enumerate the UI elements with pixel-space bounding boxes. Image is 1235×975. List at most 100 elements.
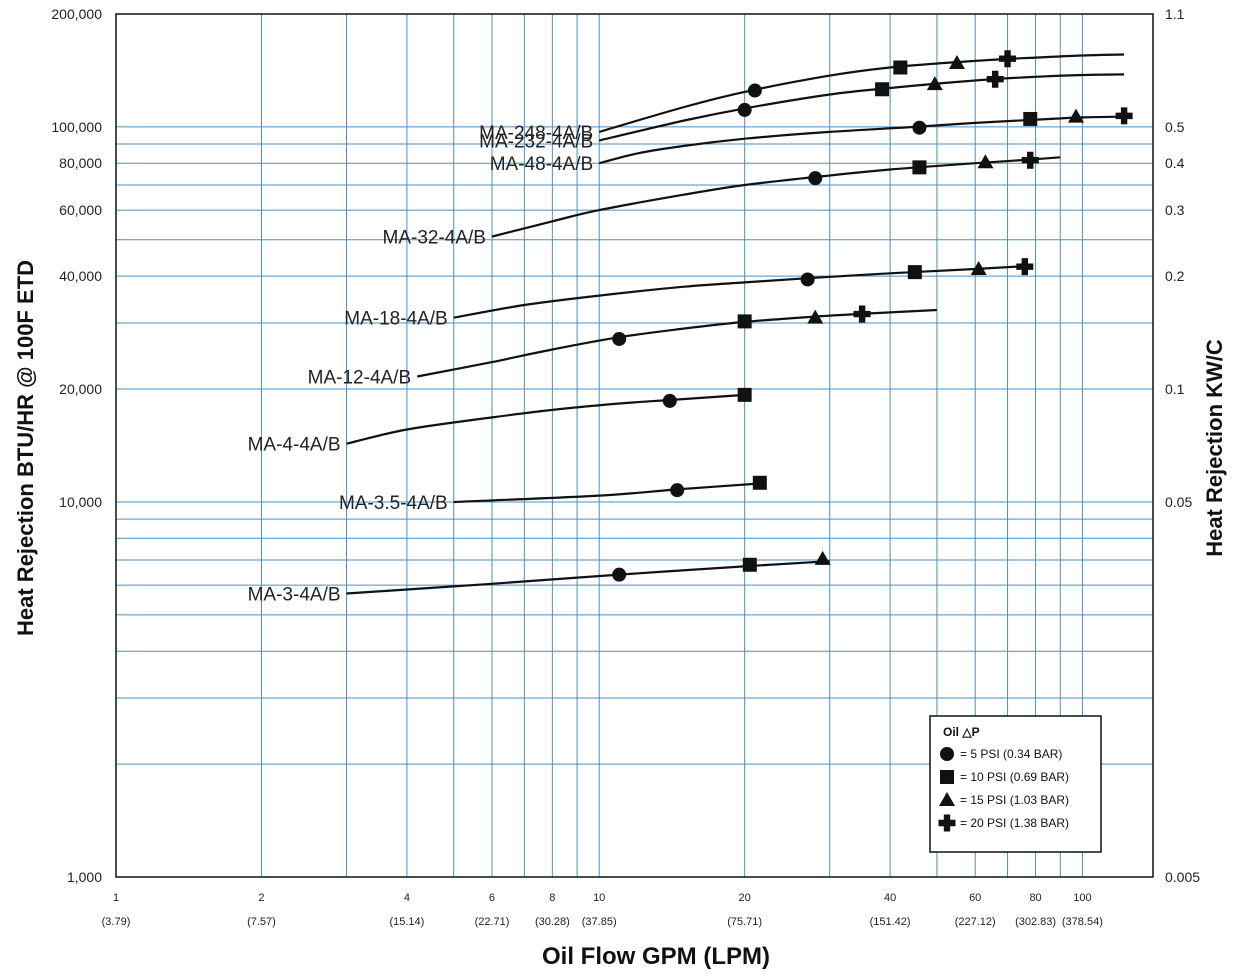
series-curve <box>453 482 760 504</box>
series-curve <box>598 73 1125 142</box>
marker-triangle <box>1067 108 1084 123</box>
x-tick-label: 20 <box>739 892 751 904</box>
marker-plus <box>1115 107 1133 125</box>
marker-circle <box>808 171 823 186</box>
marker-square <box>752 475 767 490</box>
y-tick-label: 200,000 <box>51 6 102 22</box>
marker-circle <box>662 393 677 408</box>
x-tick-label: 2 <box>258 892 264 904</box>
marker-circle <box>912 120 927 135</box>
y-tick-label: 1,000 <box>67 869 102 885</box>
marker-circle <box>800 272 815 287</box>
x-tick-sublabel: (75.71) <box>727 916 762 928</box>
x-axis-title: Oil Flow GPM (LPM) <box>542 943 770 970</box>
marker-plus <box>999 50 1017 68</box>
legend-item-label: = 10 PSI (0.69 BAR) <box>960 770 1069 784</box>
x-tick-sublabel: (3.79) <box>102 916 131 928</box>
marker-triangle <box>939 792 955 806</box>
x-tick-sublabel: (378.54) <box>1062 916 1103 928</box>
marker-plus <box>853 305 871 323</box>
marker-square <box>737 314 752 329</box>
series-label: MA-232-4A/B <box>479 131 593 152</box>
marker-plus <box>938 814 956 832</box>
y2-tick-label: 0.3 <box>1165 202 1185 218</box>
x-tick-sublabel: (151.42) <box>870 916 911 928</box>
markers <box>612 50 1133 582</box>
series-label: MA-48-4A/B <box>490 154 593 175</box>
legend-item-label: = 5 PSI (0.34 BAR) <box>960 747 1062 761</box>
series-curve <box>346 560 830 595</box>
y2-tick-label: 0.2 <box>1165 268 1185 284</box>
y2-tick-label: 0.1 <box>1165 381 1185 397</box>
series-label: MA-3.5-4A/B <box>339 493 448 514</box>
y-tick-label: 80,000 <box>59 155 102 171</box>
marker-triangle <box>977 154 994 169</box>
series-curve <box>598 115 1125 165</box>
y-axis-title: Heat Rejection BTU/HR @ 100F ETD <box>13 260 38 636</box>
x-tick-sublabel: (22.71) <box>475 916 510 928</box>
series-label: MA-4-4A/B <box>248 435 341 456</box>
marker-square <box>1023 111 1038 126</box>
x-tick-sublabel: (37.85) <box>582 916 617 928</box>
y2-tick-label: 0.005 <box>1165 869 1200 885</box>
marker-square <box>907 265 922 280</box>
marker-square <box>875 82 890 97</box>
tick-labels: 1 (3.79) 2 (7.57) 4 (15.14) 6 (22.71) 8 (30.28) 10… <box>51 6 1200 928</box>
x-tick-label: 100 <box>1073 892 1091 904</box>
x-tick-sublabel: (30.28) <box>535 916 570 928</box>
x-tick-sublabel: (227.12) <box>955 916 996 928</box>
y-tick-label: 10,000 <box>59 494 102 510</box>
y2-tick-label: 0.05 <box>1165 494 1192 510</box>
x-tick-label: 40 <box>884 892 896 904</box>
series-curve <box>453 265 1023 319</box>
series-label: MA-18-4A/B <box>344 309 447 330</box>
x-tick-sublabel: (7.57) <box>247 916 276 928</box>
y-tick-label: 60,000 <box>59 202 102 218</box>
marker-circle <box>747 83 762 98</box>
y2-tick-label: 0.5 <box>1165 119 1185 135</box>
series-curve <box>346 393 745 445</box>
legend-items: = 5 PSI (0.34 BAR) = 10 PSI (0.69 BAR) = 1… <box>938 747 1069 832</box>
marker-circle <box>612 567 627 582</box>
x-tick-label: 6 <box>489 892 495 904</box>
x-tick-label: 10 <box>593 892 605 904</box>
series-curve <box>491 156 1061 238</box>
x-tick-label: 80 <box>1029 892 1041 904</box>
series-curve <box>598 53 1125 133</box>
marker-circle <box>940 747 954 761</box>
series-labels: MA-248-4A/BMA-232-4A/BMA-48-4A/B MA-32-4A… <box>248 123 594 606</box>
legend-item-label: = 15 PSI (1.03 BAR) <box>960 793 1069 807</box>
y-tick-label: 100,000 <box>51 119 102 135</box>
x-tick-sublabel: (15.14) <box>389 916 424 928</box>
y2-tick-label: 0.4 <box>1165 155 1185 171</box>
x-tick-sublabel: (302.83) <box>1015 916 1056 928</box>
y-tick-label: 20,000 <box>59 381 102 397</box>
legend: Oil △P = 5 PSI (0.34 BAR) = 10 PSI (0.69 … <box>929 715 1102 853</box>
marker-plus <box>1016 258 1034 276</box>
x-tick-label: 8 <box>549 892 555 904</box>
legend-box <box>929 715 1102 853</box>
marker-square <box>893 60 908 75</box>
y2-axis-title: Heat Rejection KW/C <box>1202 339 1227 557</box>
series-label: MA-3-4A/B <box>248 585 341 606</box>
marker-circle <box>670 483 685 498</box>
marker-triangle <box>807 309 824 324</box>
marker-square <box>737 387 752 402</box>
plot-frame <box>115 13 1154 878</box>
y2-tick-label: 1.1 <box>1165 6 1185 22</box>
marker-plus <box>986 70 1004 88</box>
marker-triangle <box>948 55 965 70</box>
marker-square <box>742 557 757 572</box>
marker-circle <box>737 102 752 117</box>
legend-item-label: = 20 PSI (1.38 BAR) <box>960 816 1069 830</box>
marker-triangle <box>926 76 943 91</box>
series-label: MA-32-4A/B <box>383 228 486 249</box>
series-label: MA-12-4A/B <box>308 368 411 389</box>
marker-triangle <box>970 260 987 275</box>
marker-circle <box>612 331 627 346</box>
marker-triangle <box>814 550 831 565</box>
marker-plus <box>1021 151 1039 169</box>
series-curve <box>416 308 937 378</box>
x-tick-label: 4 <box>404 892 410 904</box>
